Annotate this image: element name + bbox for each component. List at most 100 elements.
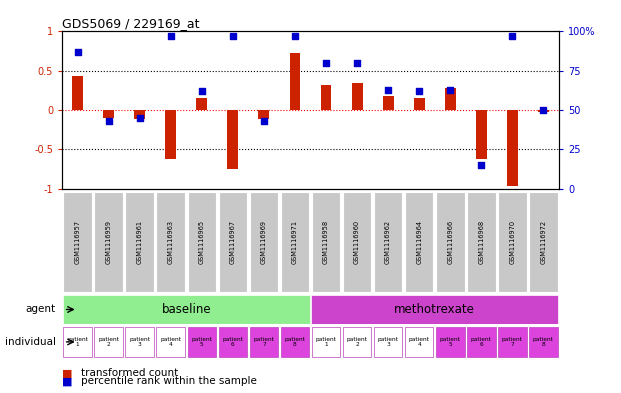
Bar	[72, 76, 83, 110]
Text: GSM1116969: GSM1116969	[261, 220, 267, 264]
Bar	[507, 110, 518, 186]
Bar	[312, 327, 340, 357]
Bar	[498, 192, 527, 292]
Bar	[250, 192, 278, 292]
Bar	[320, 85, 332, 110]
Point	[166, 33, 176, 39]
Bar	[405, 327, 433, 357]
Bar	[445, 88, 456, 110]
Text: patient
1: patient 1	[67, 336, 88, 347]
Point	[104, 118, 114, 124]
Text: patient
7: patient 7	[502, 336, 523, 347]
Bar	[281, 192, 309, 292]
Text: agent: agent	[25, 305, 56, 314]
Point	[383, 86, 393, 93]
Text: GDS5069 / 229169_at: GDS5069 / 229169_at	[62, 17, 199, 30]
Text: methotrexate: methotrexate	[394, 303, 475, 316]
Text: individual: individual	[5, 337, 56, 347]
Text: GSM1116964: GSM1116964	[416, 220, 422, 264]
Bar	[219, 192, 247, 292]
Text: patient
4: patient 4	[160, 336, 181, 347]
Bar	[529, 327, 558, 357]
Bar	[289, 53, 301, 110]
Point	[197, 88, 207, 94]
Bar	[103, 110, 114, 118]
Text: GSM1116965: GSM1116965	[199, 220, 205, 264]
Bar	[63, 192, 92, 292]
Text: baseline: baseline	[161, 303, 211, 316]
Text: patient
8: patient 8	[284, 336, 306, 347]
Text: patient
6: patient 6	[222, 336, 243, 347]
Bar	[374, 192, 402, 292]
Text: percentile rank within the sample: percentile rank within the sample	[81, 376, 256, 386]
Text: GSM1116961: GSM1116961	[137, 220, 143, 264]
Text: GSM1116972: GSM1116972	[540, 220, 546, 264]
Point	[445, 86, 455, 93]
Text: GSM1116970: GSM1116970	[509, 220, 515, 264]
Text: patient
4: patient 4	[409, 336, 430, 347]
Bar	[529, 192, 558, 292]
Bar	[188, 327, 216, 357]
Text: GSM1116958: GSM1116958	[323, 220, 329, 264]
Bar	[414, 98, 425, 110]
Bar	[196, 98, 207, 110]
Point	[321, 60, 331, 66]
Text: patient
3: patient 3	[129, 336, 150, 347]
Bar	[63, 296, 310, 324]
Bar	[436, 327, 465, 357]
Text: patient
5: patient 5	[440, 336, 461, 347]
Text: patient
1: patient 1	[315, 336, 337, 347]
Text: patient
8: patient 8	[533, 336, 554, 347]
Text: GSM1116966: GSM1116966	[447, 220, 453, 264]
Bar	[258, 110, 270, 119]
Text: GSM1116957: GSM1116957	[75, 220, 81, 264]
Bar	[188, 192, 216, 292]
Text: GSM1116971: GSM1116971	[292, 220, 298, 264]
Bar	[498, 327, 527, 357]
Point	[73, 49, 83, 55]
Bar	[227, 110, 238, 169]
Bar	[467, 192, 496, 292]
Bar	[94, 192, 123, 292]
Bar	[436, 192, 465, 292]
Bar	[467, 327, 496, 357]
Text: patient
7: patient 7	[253, 336, 274, 347]
Text: ■: ■	[62, 368, 73, 378]
Bar	[156, 327, 185, 357]
Text: patient
6: patient 6	[471, 336, 492, 347]
Bar	[374, 327, 402, 357]
Point	[259, 118, 269, 124]
Bar	[311, 296, 558, 324]
Point	[476, 162, 486, 168]
Bar	[405, 192, 433, 292]
Point	[538, 107, 548, 113]
Bar	[476, 110, 487, 159]
Point	[228, 33, 238, 39]
Text: GSM1116960: GSM1116960	[354, 220, 360, 264]
Bar	[156, 192, 185, 292]
Bar	[94, 327, 123, 357]
Text: GSM1116962: GSM1116962	[385, 220, 391, 264]
Text: GSM1116963: GSM1116963	[168, 220, 174, 264]
Bar	[351, 83, 363, 110]
Bar	[383, 96, 394, 110]
Bar	[125, 327, 154, 357]
Text: patient
2: patient 2	[98, 336, 119, 347]
Text: GSM1116968: GSM1116968	[478, 220, 484, 264]
Text: transformed count: transformed count	[81, 368, 178, 378]
Text: GSM1116959: GSM1116959	[106, 220, 112, 264]
Bar	[165, 110, 176, 159]
Bar	[134, 110, 145, 119]
Bar	[343, 192, 371, 292]
Point	[290, 33, 300, 39]
Bar	[250, 327, 278, 357]
Bar	[312, 192, 340, 292]
Bar	[63, 327, 92, 357]
Point	[507, 33, 517, 39]
Point	[352, 60, 362, 66]
Text: patient
3: patient 3	[378, 336, 399, 347]
Bar	[281, 327, 309, 357]
Bar	[125, 192, 154, 292]
Bar	[538, 110, 549, 112]
Point	[135, 115, 145, 121]
